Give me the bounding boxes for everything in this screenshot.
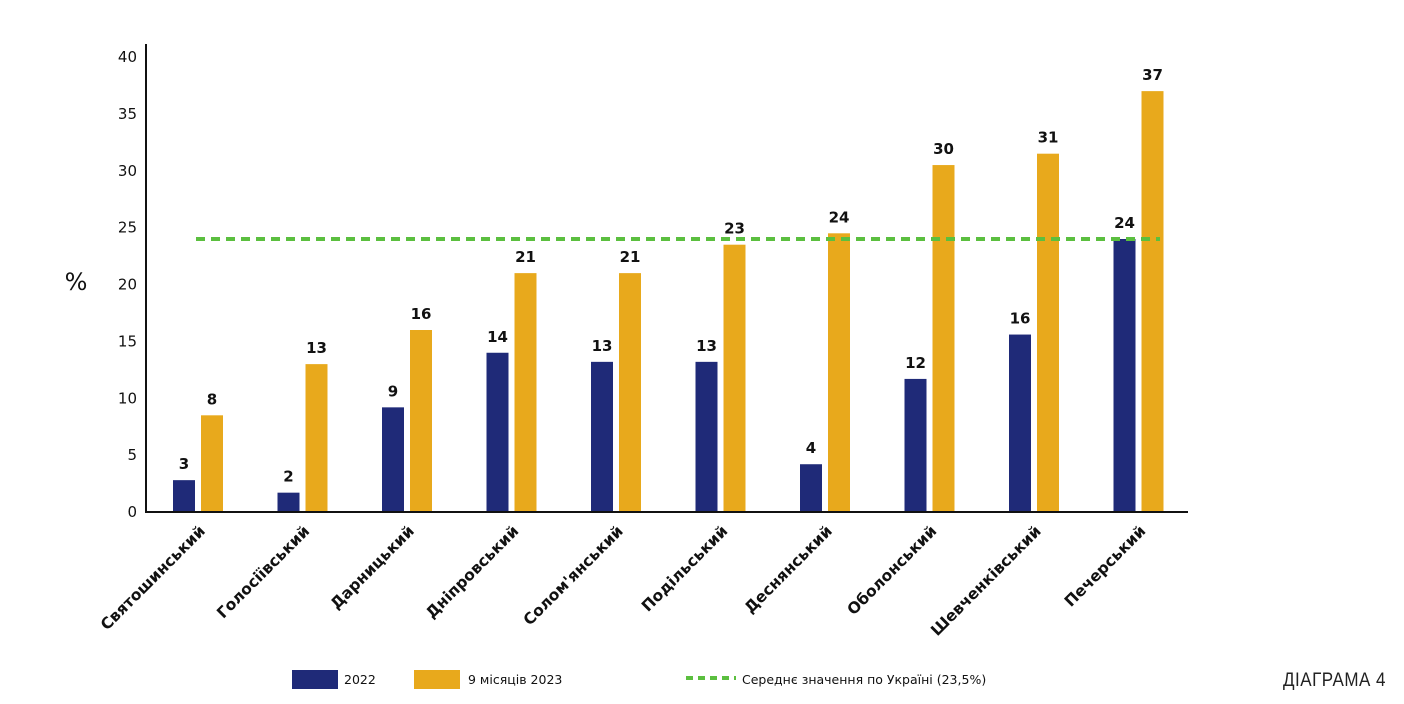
bar-2023 xyxy=(1141,91,1164,512)
value-label: 21 xyxy=(620,248,641,266)
value-label: 13 xyxy=(592,337,613,355)
value-label: 23 xyxy=(724,220,745,238)
category-label: Шевченківський xyxy=(927,522,1045,640)
value-label: 13 xyxy=(306,339,327,357)
value-label: 31 xyxy=(1038,129,1059,147)
legend-swatch-2022 xyxy=(292,670,338,689)
legend: 2022 9 місяців 2023 Середнє значення по … xyxy=(292,670,986,689)
legend-label-average: Середнє значення по Україні (23,5%) xyxy=(742,672,986,687)
bar-2023 xyxy=(410,330,432,512)
category-label: Подільський xyxy=(638,522,731,615)
category-label: Дарницький xyxy=(327,522,418,613)
bar-2022 xyxy=(1009,334,1031,512)
diagram-caption: ДІАГРАМА 4 xyxy=(1283,668,1386,691)
bar-2023 xyxy=(1037,153,1059,512)
y-tick-label: 0 xyxy=(127,503,137,521)
value-label: 2 xyxy=(283,468,293,486)
y-tick-label: 15 xyxy=(118,332,137,350)
y-axis-ticks: 0 5 10 15 20 25 30 35 40 xyxy=(118,48,137,521)
bar-2022 xyxy=(1113,239,1136,512)
category-label: Деснянський xyxy=(741,522,836,617)
value-label: 21 xyxy=(515,248,536,266)
category-label: Святошинський xyxy=(97,522,209,634)
bar-2023 xyxy=(723,244,746,512)
y-tick-label: 30 xyxy=(118,162,137,180)
bar-2022 xyxy=(486,352,509,512)
bar-2022 xyxy=(277,492,300,512)
value-label: 30 xyxy=(933,140,954,158)
bar-2023 xyxy=(201,415,223,512)
bar-2022 xyxy=(904,378,927,512)
bar-2022 xyxy=(591,361,613,512)
y-tick-label: 20 xyxy=(118,276,137,294)
legend-swatch-2023 xyxy=(414,670,460,689)
category-label: Дніпровський xyxy=(422,522,522,622)
legend-label-2023: 9 місяців 2023 xyxy=(468,672,562,687)
category-label: Солом'янський xyxy=(520,522,627,629)
bar-2023 xyxy=(619,273,641,512)
value-label: 16 xyxy=(1010,310,1031,328)
bar-2022 xyxy=(382,407,404,512)
category-label: Оболонський xyxy=(844,522,941,619)
y-axis-label: % xyxy=(65,268,88,296)
category-label: Голосіївський xyxy=(213,522,313,622)
bar-2022 xyxy=(800,464,822,512)
value-label: 12 xyxy=(905,354,926,372)
value-label: 24 xyxy=(1114,214,1135,232)
y-tick-label: 5 xyxy=(127,446,137,464)
y-tick-label: 35 xyxy=(118,105,137,123)
value-label: 24 xyxy=(829,208,850,226)
value-label: 14 xyxy=(487,328,508,346)
value-labels: 3 8 2 13 9 16 14 21 13 21 13 23 4 24 12 30 16 31 24 37 xyxy=(179,66,1163,486)
value-label: 3 xyxy=(179,455,189,473)
bar-2023 xyxy=(514,273,537,512)
bars xyxy=(173,91,1164,512)
legend-label-2022: 2022 xyxy=(344,672,376,687)
bar-2022 xyxy=(173,480,195,512)
value-label: 4 xyxy=(806,439,816,457)
category-labels: Святошинський Голосіївський Дарницький Дніп… xyxy=(97,522,1149,640)
bar-2023 xyxy=(305,364,328,512)
value-label: 37 xyxy=(1142,66,1163,84)
y-tick-label: 10 xyxy=(118,389,137,407)
value-label: 16 xyxy=(411,305,432,323)
bar-2023 xyxy=(828,233,850,512)
y-tick-label: 25 xyxy=(118,219,137,237)
value-label: 9 xyxy=(388,382,398,400)
bar-2022 xyxy=(695,361,718,512)
category-label: Печерський xyxy=(1061,522,1149,610)
value-label: 8 xyxy=(207,390,217,408)
bar-2023 xyxy=(932,165,955,512)
y-tick-label: 40 xyxy=(118,48,137,66)
value-label: 13 xyxy=(696,337,717,355)
